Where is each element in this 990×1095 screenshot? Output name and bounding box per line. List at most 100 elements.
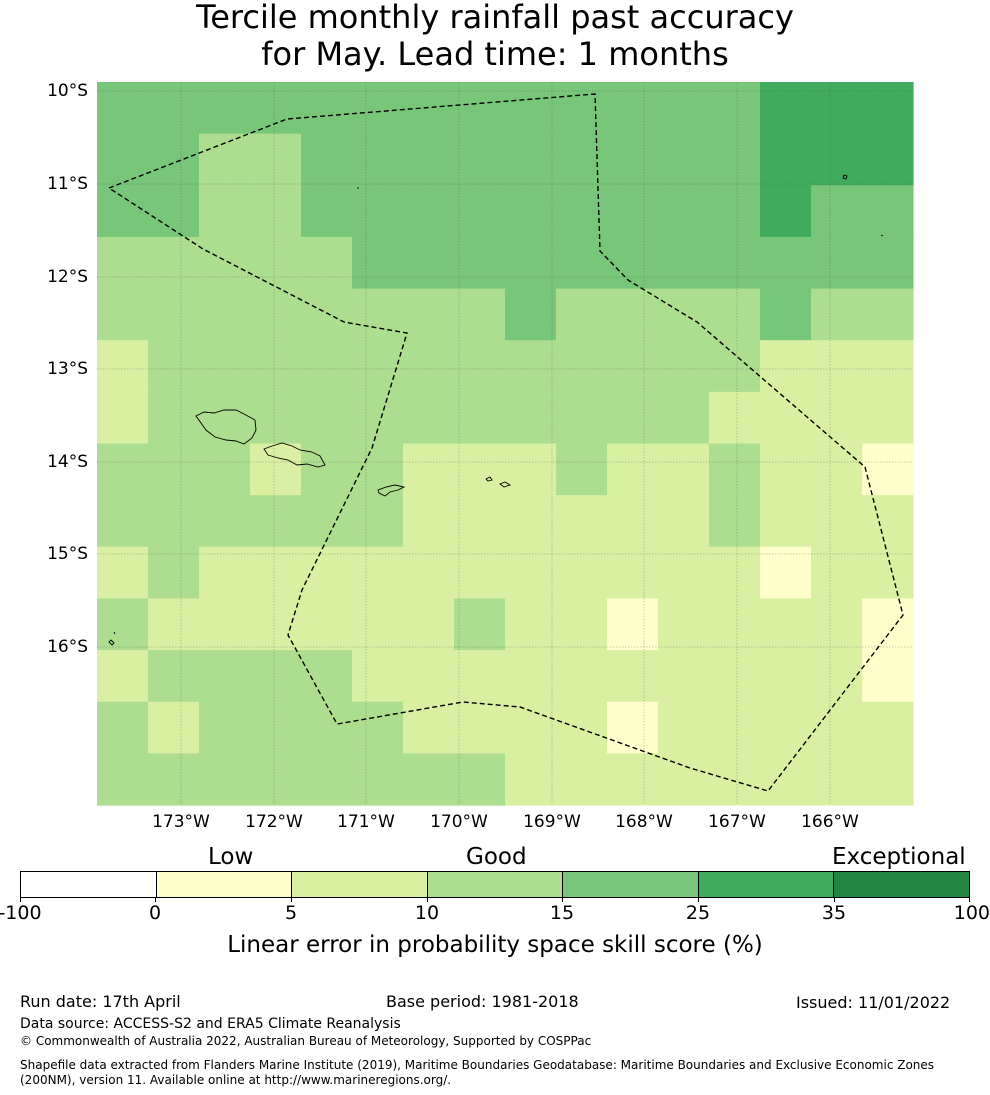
skill-cell [97,598,149,651]
skill-cell [352,495,404,548]
west-islet-coastline [108,631,116,646]
skill-cell [454,236,506,290]
skill-cell [403,443,455,496]
skill-cell [862,598,914,651]
skill-cell [250,133,302,186]
skill-cell [505,340,557,393]
skill-cell [862,753,914,806]
skill-cell [148,340,200,393]
skill-cell [403,82,455,135]
skill-cell [352,701,404,754]
skill-cell [301,546,353,600]
skill-cell [658,598,710,651]
skill-cell [862,650,914,703]
skill-cell [97,495,149,548]
skill-cell [505,598,557,651]
skill-cell [811,236,863,290]
skill-cell [301,82,353,135]
skill-cell [658,391,710,445]
colorbar [20,871,970,898]
skill-cell [709,598,761,651]
skill-cell [811,495,863,548]
colorbar-tick-label: 35 [821,902,847,924]
skill-cell [250,495,302,548]
skill-cell [301,185,353,238]
lat-label: 13°S [47,359,88,379]
colorbar-tick-label: 25 [685,902,711,924]
colorbar-segment [427,872,564,897]
skill-cell [301,236,353,290]
skill-cell [556,701,608,754]
skill-cell [403,753,455,806]
skill-cell [148,495,200,548]
colorbar-segment [21,872,157,897]
skill-cell [97,753,149,806]
skill-cell [199,340,251,393]
colorbar-title: Linear error in probability space skill … [227,932,763,958]
skill-cell [556,753,608,806]
category-label-exceptional: Exceptional [832,844,966,870]
skill-cell [505,133,557,186]
skill-cell [658,236,710,290]
upolu-coastline [263,442,326,468]
skill-cell [352,391,404,445]
skill-cell [403,236,455,290]
skill-cell [709,340,761,393]
skill-grid-cells [97,82,914,806]
skill-cell [811,133,863,186]
skill-cell [199,391,251,445]
skill-cell [862,82,914,135]
skill-cell [556,598,608,651]
skill-cell [760,82,812,135]
skill-cell [862,288,914,341]
skill-cell [658,753,710,806]
skill-cell [250,236,302,290]
skill-cell [505,546,557,600]
skill-cell [862,495,914,548]
colorbar-tick [969,898,970,902]
skill-cell [250,185,302,238]
skill-cell [709,753,761,806]
skill-cell [709,288,761,341]
colorbar-tick-label: 10 [414,902,440,924]
skill-cell [97,650,149,703]
skill-cell [352,443,404,496]
tutuila-coastline [377,484,406,497]
skill-cell [352,236,404,290]
skill-cell [454,495,506,548]
skill-cell [250,391,302,445]
skill-cell [556,495,608,548]
skill-cell [97,288,149,341]
skill-cell [148,185,200,238]
colorbar-segment [156,872,293,897]
skill-cell [556,650,608,703]
skill-cell [862,443,914,496]
skill-cell [454,133,506,186]
skill-cell [760,288,812,341]
skill-cell [454,391,506,445]
skill-cell [709,546,761,600]
run-date: Run date: 17th April [20,992,181,1011]
skill-cell [760,133,812,186]
skill-cell [97,185,149,238]
skill-cell [301,391,353,445]
skill-cell [199,546,251,600]
skill-cell [709,650,761,703]
skill-cell [454,650,506,703]
colorbar-tick-label: 0 [148,902,162,924]
skill-cell [607,185,659,238]
colorbar-tick [20,898,21,902]
skill-cell [811,753,863,806]
skill-cell [199,650,251,703]
skill-cell [607,133,659,186]
skill-cell [505,185,557,238]
skill-cell [454,82,506,135]
skill-cell [607,495,659,548]
skill-cell [709,701,761,754]
colorbar-segment [834,872,970,897]
skill-cell [199,185,251,238]
map-title-line-2: for May. Lead time: 1 months [261,35,729,73]
tau-coastline [499,481,512,488]
skill-cell [760,650,812,703]
colorbar-tick-label: 100 [953,902,990,924]
